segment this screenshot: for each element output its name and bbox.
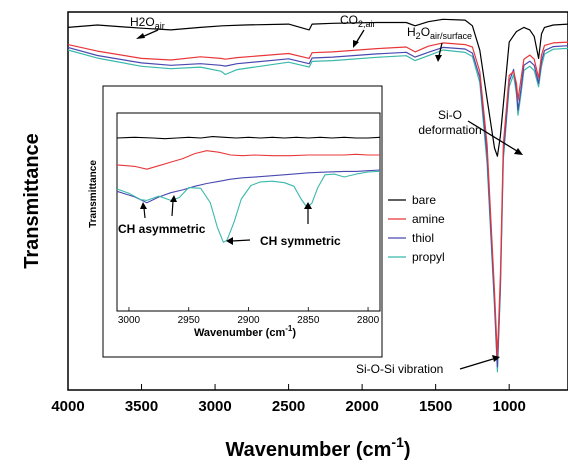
main-x-tick-label: 1500: [419, 398, 452, 415]
svg-text:H2Oair: H2Oair: [130, 15, 165, 31]
main-series-lines: [67, 18, 568, 373]
svg-text:CH symmetric: CH symmetric: [260, 234, 341, 248]
legend: bare amine thiol propyl: [388, 193, 445, 264]
main-x-axis-title: Wavenumber (cm-1): [225, 434, 410, 461]
annotation-h2o-air: H2Oair: [130, 15, 165, 39]
svg-text:Si-O-Si vibration: Si-O-Si vibration: [356, 362, 443, 376]
annotation-h2o-air-surface: H2Oair/surface: [407, 25, 472, 62]
series-line-propyl: [67, 47, 568, 373]
annotation-si-o-deformation: Si-O deformation: [418, 108, 523, 155]
legend-label-thiol: thiol: [412, 231, 434, 245]
inset-series-lines: [116, 136, 381, 243]
legend-label-propyl: propyl: [412, 250, 445, 264]
main-x-tick-label: 2500: [272, 398, 305, 415]
series-line-thiol: [67, 45, 568, 368]
annotation-ch-symmetric: CH symmetric: [226, 202, 341, 248]
legend-label-bare: bare: [412, 193, 436, 207]
main-x-tick-label: 3000: [198, 398, 231, 415]
inset-x-tick-label: 2850: [297, 315, 320, 326]
inset-series-line-bare: [116, 136, 381, 140]
svg-text:CO2,air: CO2,air: [340, 13, 376, 29]
inset-background: [102, 85, 383, 358]
inset-x-ticks: 3000 2950 2900 2850 2800: [118, 307, 380, 326]
svg-text:H2Oair/surface: H2Oair/surface: [407, 25, 472, 41]
main-x-tick-label: 1000: [492, 398, 525, 415]
series-line-bare: [67, 18, 568, 157]
annotation-ch-asymmetric: CH asymmetric: [118, 195, 206, 236]
inset-series-line-amine: [116, 150, 380, 170]
main-y-axis-title: Transmittance: [21, 133, 43, 269]
annotation-si-o-si-vibration: Si-O-Si vibration: [356, 355, 500, 376]
annotation-co2-air: CO2,air: [340, 13, 376, 48]
series-line-amine: [67, 41, 568, 358]
main-plot-frame: [67, 11, 568, 391]
inset-x-tick-label: 3000: [118, 315, 141, 326]
svg-text:CH asymmetric: CH asymmetric: [118, 222, 206, 236]
main-x-tick-label: 4000: [51, 398, 84, 415]
main-x-tick-label: 3500: [125, 398, 158, 415]
main-x-ticks: 4000 3500 3000 2500 2000 1500 1000: [51, 384, 526, 415]
inset-series-line-propyl: [116, 170, 381, 243]
svg-text:deformation: deformation: [418, 123, 481, 137]
inset-x-tick-label: 2800: [357, 315, 380, 326]
legend-label-amine: amine: [412, 212, 445, 226]
inset-y-axis-title: Transmittance: [88, 160, 99, 228]
inset-x-tick-label: 2950: [178, 315, 201, 326]
svg-text:Si-O: Si-O: [438, 108, 462, 122]
main-x-tick-label: 2000: [345, 398, 378, 415]
inset-x-axis-title: Wavenumber (cm-1): [194, 324, 296, 339]
inset-x-tick-label: 2900: [237, 315, 260, 326]
